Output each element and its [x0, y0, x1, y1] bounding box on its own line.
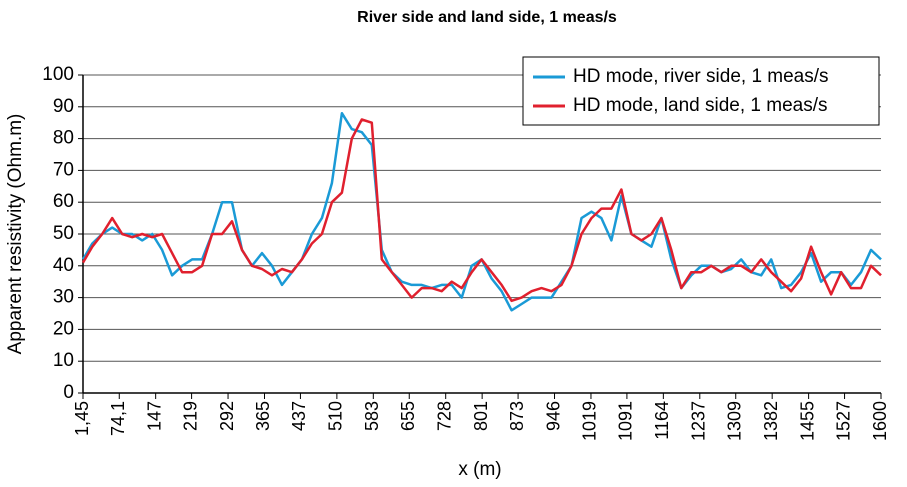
x-tick-label: 1091 — [616, 401, 636, 441]
x-tick-label: 1164 — [652, 401, 672, 440]
x-tick-label: 510 — [326, 401, 346, 431]
legend-label: HD mode, river side, 1 meas/s — [573, 66, 829, 87]
x-tick-label: 655 — [398, 401, 418, 431]
x-tick-label: 873 — [507, 401, 527, 431]
x-tick-label: 365 — [253, 401, 273, 431]
y-tick-label: 60 — [53, 191, 74, 212]
y-tick-label: 90 — [53, 96, 74, 117]
x-tick-label: 1527 — [833, 401, 853, 441]
y-tick-label: 10 — [53, 350, 74, 371]
x-tick-label: 1309 — [724, 401, 744, 441]
y-tick-label: 50 — [53, 223, 74, 244]
y-axis-label: Apparent resistivity (Ohm.m) — [5, 114, 26, 355]
x-tick-label: 1237 — [689, 401, 709, 441]
x-tick-label: 292 — [217, 401, 237, 431]
x-axis-label: x (m) — [458, 459, 501, 480]
y-tick-label: 80 — [53, 128, 74, 149]
x-tick-label: 728 — [434, 401, 454, 431]
x-tick-label: 219 — [180, 401, 200, 431]
x-tick-label: 1600 — [870, 401, 890, 441]
chart-title: River side and land side, 1 meas/s — [357, 9, 617, 26]
x-tick-label: 1019 — [580, 401, 600, 441]
legend-label: HD mode, land side, 1 meas/s — [573, 95, 828, 116]
y-tick-label: 70 — [53, 159, 74, 180]
x-tick-label: 583 — [362, 401, 382, 431]
y-tick-label: 30 — [53, 287, 74, 308]
x-tick-label: 1382 — [761, 401, 781, 441]
y-tick-label: 100 — [42, 64, 74, 85]
x-tick-label: 1455 — [797, 401, 817, 441]
y-tick-label: 40 — [53, 255, 74, 276]
x-tick-label: 147 — [144, 401, 164, 431]
y-tick-label: 20 — [53, 318, 74, 339]
y-tick-label: 0 — [63, 382, 74, 403]
x-tick-label: 74,1 — [108, 401, 128, 436]
x-tick-label: 437 — [289, 401, 309, 431]
data-line — [81, 111, 882, 312]
x-tick-label: 1,45 — [72, 401, 92, 436]
data-line — [81, 118, 882, 303]
legend-box — [522, 56, 880, 126]
x-tick-label: 801 — [471, 401, 491, 431]
x-tick-label: 946 — [543, 401, 563, 431]
